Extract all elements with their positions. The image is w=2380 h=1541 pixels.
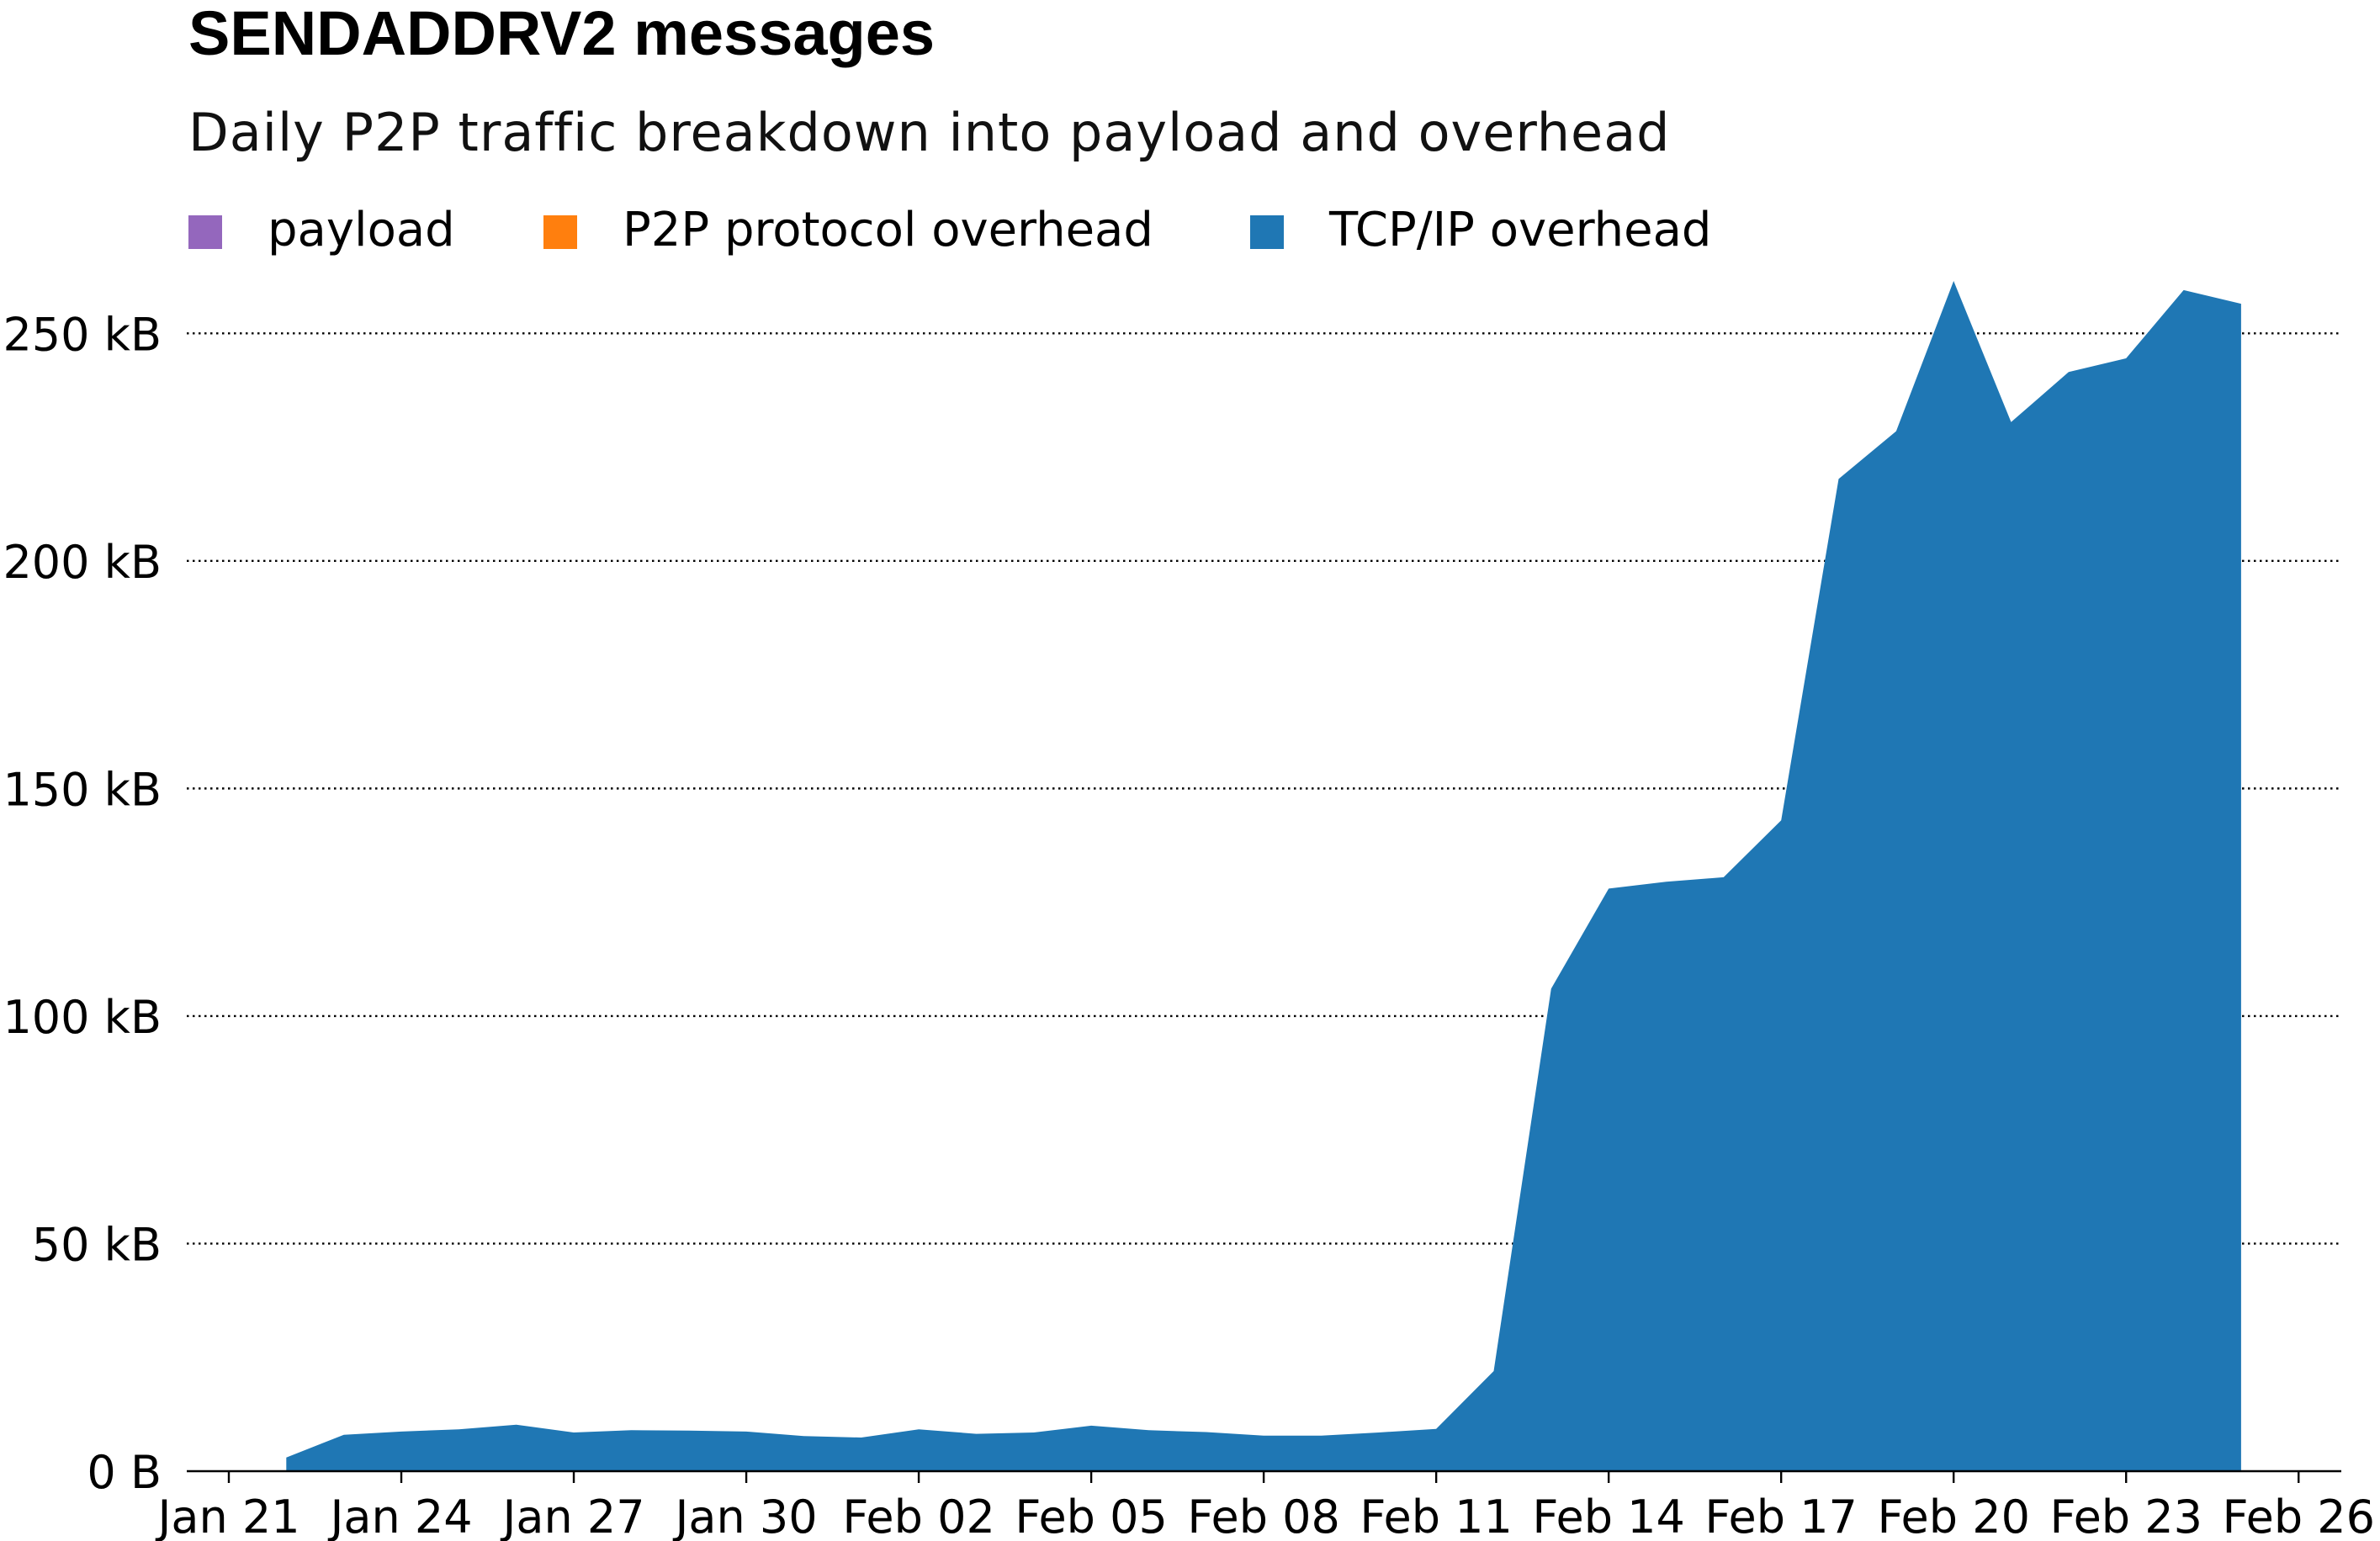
x-tick-label-2: Jan 27 xyxy=(500,1491,644,1541)
x-tick-label-11: Feb 23 xyxy=(2049,1491,2202,1541)
y-tick-label-2: 100 kB xyxy=(3,991,162,1044)
axes: 0 B 50 kB 100 kB 150 kB 200 kB 250 kB Jan 21 Ja… xyxy=(3,308,2375,1541)
x-tick-label-3: Jan 30 xyxy=(672,1491,817,1541)
y-tick-label-0: 0 B xyxy=(87,1446,162,1499)
y-tick-label-4: 200 kB xyxy=(3,536,162,589)
y-tick-label-3: 150 kB xyxy=(3,763,162,816)
x-tick-label-7: Feb 11 xyxy=(1360,1491,1513,1541)
legend-label-2: TCP/IP overhead xyxy=(1328,203,1711,257)
x-tick-label-10: Feb 20 xyxy=(1877,1491,2030,1541)
x-tick-label-1: Jan 24 xyxy=(327,1491,472,1541)
x-tick-label-5: Feb 05 xyxy=(1015,1491,1168,1541)
x-tick-label-9: Feb 17 xyxy=(1704,1491,1858,1541)
y-tick-label-1: 50 kB xyxy=(32,1218,162,1271)
chart-subtitle: Daily P2P traffic breakdown into payload… xyxy=(188,102,1671,163)
y-tick-label-5: 250 kB xyxy=(3,308,162,361)
x-tick-label-8: Feb 14 xyxy=(1532,1491,1685,1541)
legend-swatch-2 xyxy=(1250,215,1284,249)
legend-label-1: P2P protocol overhead xyxy=(623,203,1153,257)
chart-title: SENDADDRV2 messages xyxy=(188,0,936,68)
x-tick-label-6: Feb 08 xyxy=(1187,1491,1340,1541)
legend-label-0: payload xyxy=(268,203,455,257)
x-tick-label-0: Jan 21 xyxy=(155,1491,299,1541)
legend-swatch-0 xyxy=(188,215,222,249)
area-series xyxy=(286,281,2241,1471)
legend: payload P2P protocol overhead TCP/IP overh… xyxy=(188,203,1711,257)
area-2 xyxy=(286,281,2241,1471)
legend-swatch-1 xyxy=(543,215,577,249)
x-tick-label-12: Feb 26 xyxy=(2222,1491,2375,1541)
x-tick-label-4: Feb 02 xyxy=(842,1491,995,1541)
